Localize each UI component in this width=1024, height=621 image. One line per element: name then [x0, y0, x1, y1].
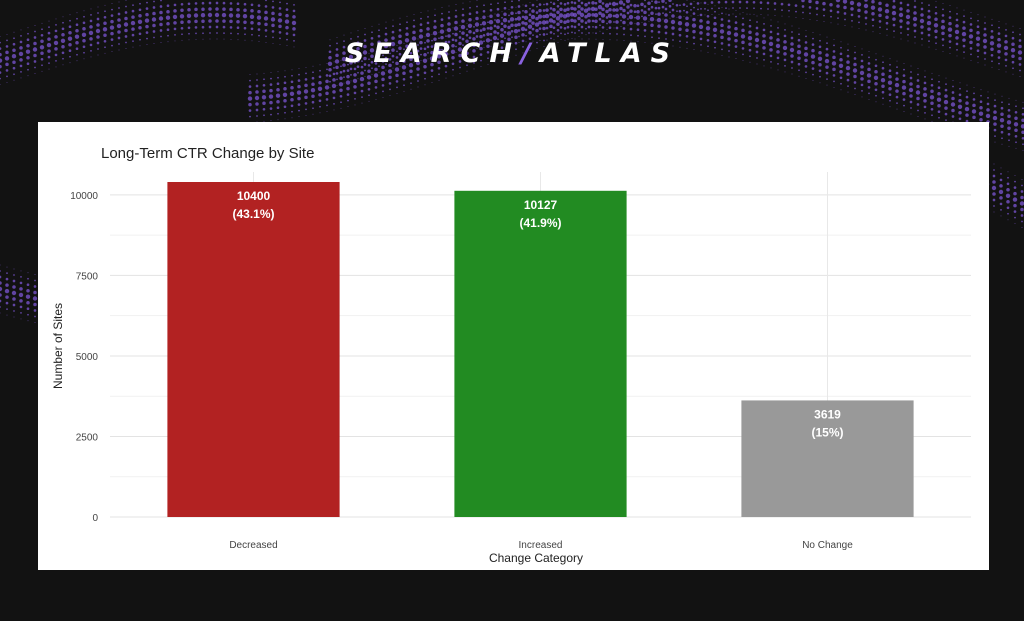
bar-chart: 0 2500 5000 7500 10000 Decreased Increased No … [51, 145, 971, 565]
percent-label: (43.1%) [232, 207, 274, 221]
y-tick-label: 0 [92, 513, 98, 524]
x-axis-label: Change Category [489, 551, 583, 565]
y-axis-label: Number of Sites [51, 303, 65, 389]
logo-word-left: SEARCH [344, 38, 521, 69]
y-axis-ticks: 0 2500 5000 7500 10000 [70, 191, 98, 524]
y-tick-label: 2500 [76, 432, 99, 443]
logo-word-right: ATLAS [539, 38, 680, 69]
x-axis-ticks: Decreased Increased No Change [229, 540, 853, 551]
chart-title: Long-Term CTR Change by Site [101, 145, 314, 162]
x-tick-label: No Change [802, 540, 853, 551]
value-label: 3619 [814, 407, 841, 421]
y-tick-label: 7500 [76, 271, 99, 282]
bar-decreased [167, 182, 340, 517]
bar-no-change [741, 400, 914, 517]
wave-band-1 [327, 0, 1024, 151]
percent-label: (41.9%) [519, 216, 561, 230]
value-label: 10400 [237, 189, 271, 203]
wave-band-0 [247, 0, 1023, 124]
logo-slash: / [520, 38, 540, 69]
x-tick-label: Increased [519, 540, 563, 551]
value-label: 10127 [524, 198, 558, 212]
x-tick-label: Decreased [229, 540, 277, 551]
bar-increased [454, 190, 627, 517]
wave-band-2 [0, 0, 297, 86]
bars [167, 182, 914, 517]
y-tick-label: 10000 [70, 191, 98, 202]
percent-label: (15%) [811, 425, 843, 439]
chart-card: 0 2500 5000 7500 10000 Decreased Increased No … [38, 122, 989, 570]
data-labels: 10400 (43.1%) 10127 (41.9%) 3619 (15%) [232, 189, 843, 439]
y-tick-label: 5000 [76, 352, 99, 363]
search-atlas-logo: SEARCH/ATLAS [0, 38, 1024, 69]
